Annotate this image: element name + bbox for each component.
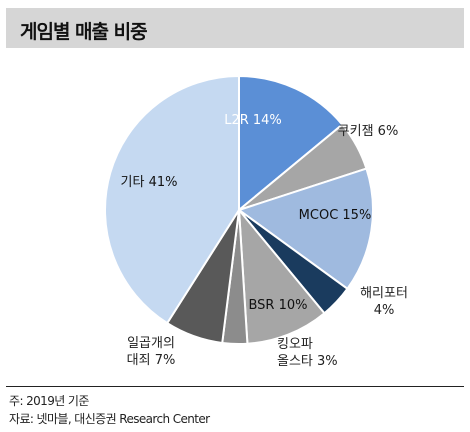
footnote-source: 자료: 넷마블, 대신증권 Research Center — [9, 412, 210, 426]
slice-label-6: 일곱개의 대죄 7% — [127, 336, 176, 368]
slice-label-2: MCOC 15% — [299, 208, 372, 223]
chart-title: 게임별 매출 비중 — [20, 21, 148, 43]
slice-label-4: BSR 10% — [248, 298, 307, 313]
pie-slice-7 — [104, 74, 240, 325]
slice-label-0: L2R 14% — [224, 113, 282, 128]
slice-label-1: 쿠키잼 6% — [338, 124, 399, 139]
slice-label-5: 킹오파 올스타 3% — [277, 337, 338, 369]
chart-title-bar: 게임별 매출 비중 — [6, 8, 464, 48]
footer-divider — [6, 386, 464, 387]
slice-label-3: 해리포터 4% — [360, 286, 408, 318]
pie-slice-0 — [238, 74, 344, 213]
pie-slice-2 — [236, 167, 374, 291]
slice-label-7: 기타 41% — [121, 175, 178, 190]
pie-slice-4 — [237, 206, 326, 345]
footnote-basis: 주: 2019년 기준 — [9, 394, 89, 408]
